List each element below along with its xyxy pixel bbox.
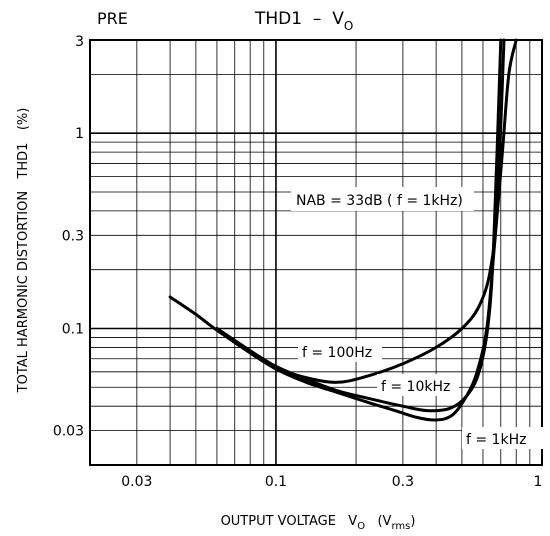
chart-title: THD1 – VO: [254, 9, 353, 33]
y-tick-label: 0.03: [53, 424, 84, 440]
series-label-bg-100hz: [298, 340, 382, 362]
x-tick-label: 0.03: [121, 474, 152, 490]
series-label-1khz: f = 1kHz: [466, 432, 526, 448]
x-tick-labels: 0.03 0.1 0.3 1: [121, 474, 542, 490]
x-tick-label: 0.1: [265, 474, 287, 490]
chart-title-main: THD1 – V: [254, 9, 344, 29]
series-label-100hz: f = 100Hz: [302, 345, 372, 361]
chart-corner-label: PRE: [97, 9, 128, 28]
y-tick-labels: 0.03 0.1 0.3 1 3: [53, 34, 84, 440]
y-axis-label: TOTAL HARMONIC DISTORTION THD1 (%): [16, 108, 31, 394]
x-tick-label: 1: [534, 474, 543, 490]
series-label-10khz: f = 10kHz: [381, 379, 450, 395]
y-tick-label: 1: [75, 126, 84, 142]
data-curves: [168, 38, 518, 422]
nab-annotation-bg: [291, 187, 474, 211]
nab-annotation: NAB = 33dB ( f = 1kHz): [296, 193, 463, 209]
y-tick-label: 0.1: [62, 321, 84, 337]
x-axis-label: OUTPUT VOLTAGE VO (Vrms): [221, 514, 416, 532]
series-label-bg-10khz: [377, 374, 459, 396]
y-tick-label: 3: [75, 34, 84, 50]
series-label-bg-1khz: [462, 427, 544, 449]
x-tick-label: 0.3: [392, 474, 414, 490]
grid-lines: [89, 40, 542, 466]
y-tick-label: 0.3: [62, 228, 84, 244]
chart-title-subscript: O: [344, 19, 353, 33]
curve-series-2: [215, 38, 518, 422]
plot-frame: [89, 39, 543, 466]
